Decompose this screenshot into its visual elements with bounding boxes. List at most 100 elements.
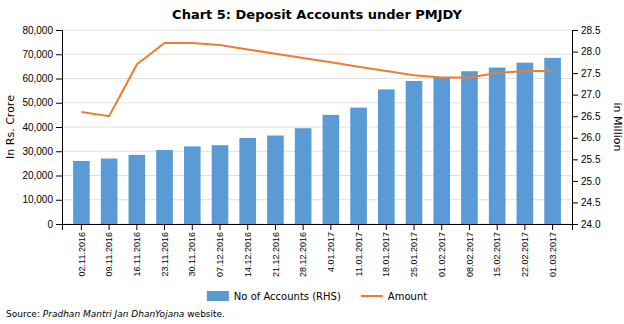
- tick-label: 30,000: [22, 146, 53, 157]
- tick-mark: [247, 224, 248, 230]
- tick: 14.12.2016: [243, 224, 253, 277]
- tick-mark: [56, 176, 62, 177]
- tick: 30,000: [22, 146, 62, 157]
- tick-mark: [572, 52, 578, 53]
- tick-mark: [192, 224, 193, 230]
- axis: 24.024.525.025.526.026.527.027.528.028.5: [572, 25, 601, 230]
- source: Source: Pradhan Mantri Jan DhanYojana we…: [6, 309, 225, 319]
- bar: [489, 68, 506, 224]
- tick-mark: [56, 54, 62, 55]
- tick: 23.11.2016: [160, 224, 170, 276]
- tick-label: 80,000: [22, 25, 53, 36]
- tick-label: 25.5: [581, 154, 601, 165]
- legend-item: Amount: [361, 291, 427, 302]
- tick-label: 01.02.2017: [437, 232, 447, 277]
- bar: [129, 155, 146, 224]
- tick-mark: [81, 224, 82, 230]
- tick: 18.01.2017: [381, 224, 391, 277]
- tick-label: 10,000: [22, 194, 53, 205]
- tick-label: 50,000: [22, 97, 53, 108]
- tick: 26.0: [572, 132, 601, 143]
- tick-label: 27.0: [581, 89, 601, 100]
- tick-mark: [572, 138, 578, 139]
- tick-mark: [136, 224, 137, 230]
- tick-mark: [497, 224, 498, 230]
- bar: [212, 145, 229, 224]
- chart: 010,00020,00030,00040,00050,00060,00070,…: [0, 0, 624, 324]
- tick-mark: [572, 159, 578, 160]
- tick-mark: [56, 224, 62, 225]
- tick-mark: [572, 73, 578, 74]
- tick: 26.5: [572, 111, 601, 122]
- tick-label: 30.11.2016: [187, 232, 197, 276]
- tick-mark: [164, 224, 165, 230]
- tick: 11.01.2017: [354, 224, 364, 276]
- tick: 01.03.2017: [548, 224, 558, 277]
- tick-mark: [109, 224, 110, 230]
- tick-label: 25.01.2017: [409, 232, 419, 277]
- tick-mark: [56, 79, 62, 80]
- tick-label: 26.0: [581, 132, 601, 143]
- tick-label: 01.03.2017: [548, 232, 558, 277]
- bar: [461, 71, 478, 224]
- tick-label: 14.12.2016: [243, 232, 253, 277]
- axis-line: [56, 31, 63, 225]
- bar: [267, 135, 284, 224]
- tick-mark: [56, 151, 62, 152]
- tick-mark: [572, 181, 578, 182]
- tick-label: 26.5: [581, 111, 601, 122]
- tick-mark: [330, 224, 331, 230]
- tick-mark: [441, 224, 442, 230]
- bar: [350, 108, 367, 224]
- bar: [101, 159, 118, 224]
- tick: 08.02.2017: [465, 224, 475, 277]
- bar: [184, 146, 201, 224]
- tick: 4.01.2017: [326, 224, 336, 272]
- tick: 02.11.2016: [77, 224, 87, 276]
- tick-label: 08.02.2017: [465, 232, 475, 277]
- tick: 28.12.2016: [298, 224, 308, 277]
- axis-title: In Rs. Crore: [4, 95, 17, 159]
- tick-label: 21.12.2016: [271, 232, 281, 277]
- tick: 20,000: [22, 170, 62, 181]
- tick: 24.5: [572, 197, 601, 208]
- axis-title: in Million: [611, 103, 624, 152]
- tick-label: 11.01.2017: [354, 232, 364, 276]
- axis: 010,00020,00030,00040,00050,00060,00070,…: [22, 25, 62, 230]
- tick: 16.11.2016: [132, 224, 142, 276]
- source-part: website.: [184, 309, 225, 319]
- tick-label: 4.01.2017: [326, 232, 336, 272]
- tick-mark: [303, 224, 304, 230]
- tick-label: 40,000: [22, 122, 53, 133]
- source-part: Source:: [6, 309, 43, 319]
- tick-mark: [219, 224, 220, 230]
- tick-mark: [414, 224, 415, 230]
- tick-mark: [56, 103, 62, 104]
- tick-mark: [469, 224, 470, 230]
- grid-line: [62, 54, 572, 55]
- axis: 02.11.2016 09.11.2016 16.11.2016 23.11.2016…: [63, 224, 573, 277]
- legend-label: Amount: [388, 291, 427, 302]
- bar: [517, 63, 534, 224]
- bar: [433, 77, 450, 224]
- legend-label: No of Accounts (RHS): [234, 291, 341, 302]
- tick-label: 18.01.2017: [381, 232, 391, 277]
- tick-label: 07.12.2016: [215, 232, 225, 277]
- tick-label: 02.11.2016: [77, 232, 87, 276]
- tick: 09.11.2016: [104, 224, 114, 276]
- tick-mark: [572, 95, 578, 96]
- title: Chart 5: Deposit Accounts under PMJDY: [172, 7, 462, 22]
- axis-line: [573, 31, 579, 225]
- bar: [544, 58, 561, 224]
- source-part: Pradhan Mantri Jan DhanYojana: [43, 309, 185, 319]
- tick-label: 28.12.2016: [298, 232, 308, 277]
- tick: 15.02.2017: [492, 224, 502, 277]
- tick: 50,000: [22, 97, 62, 108]
- legend: No of Accounts (RHS) Amount: [207, 291, 427, 302]
- legend-swatch: [361, 295, 383, 297]
- tick: 24.0: [572, 219, 601, 230]
- tick-mark: [572, 202, 578, 203]
- tick-label: 23.11.2016: [160, 232, 170, 276]
- line: [81, 43, 552, 116]
- tick-label: 20,000: [22, 170, 53, 181]
